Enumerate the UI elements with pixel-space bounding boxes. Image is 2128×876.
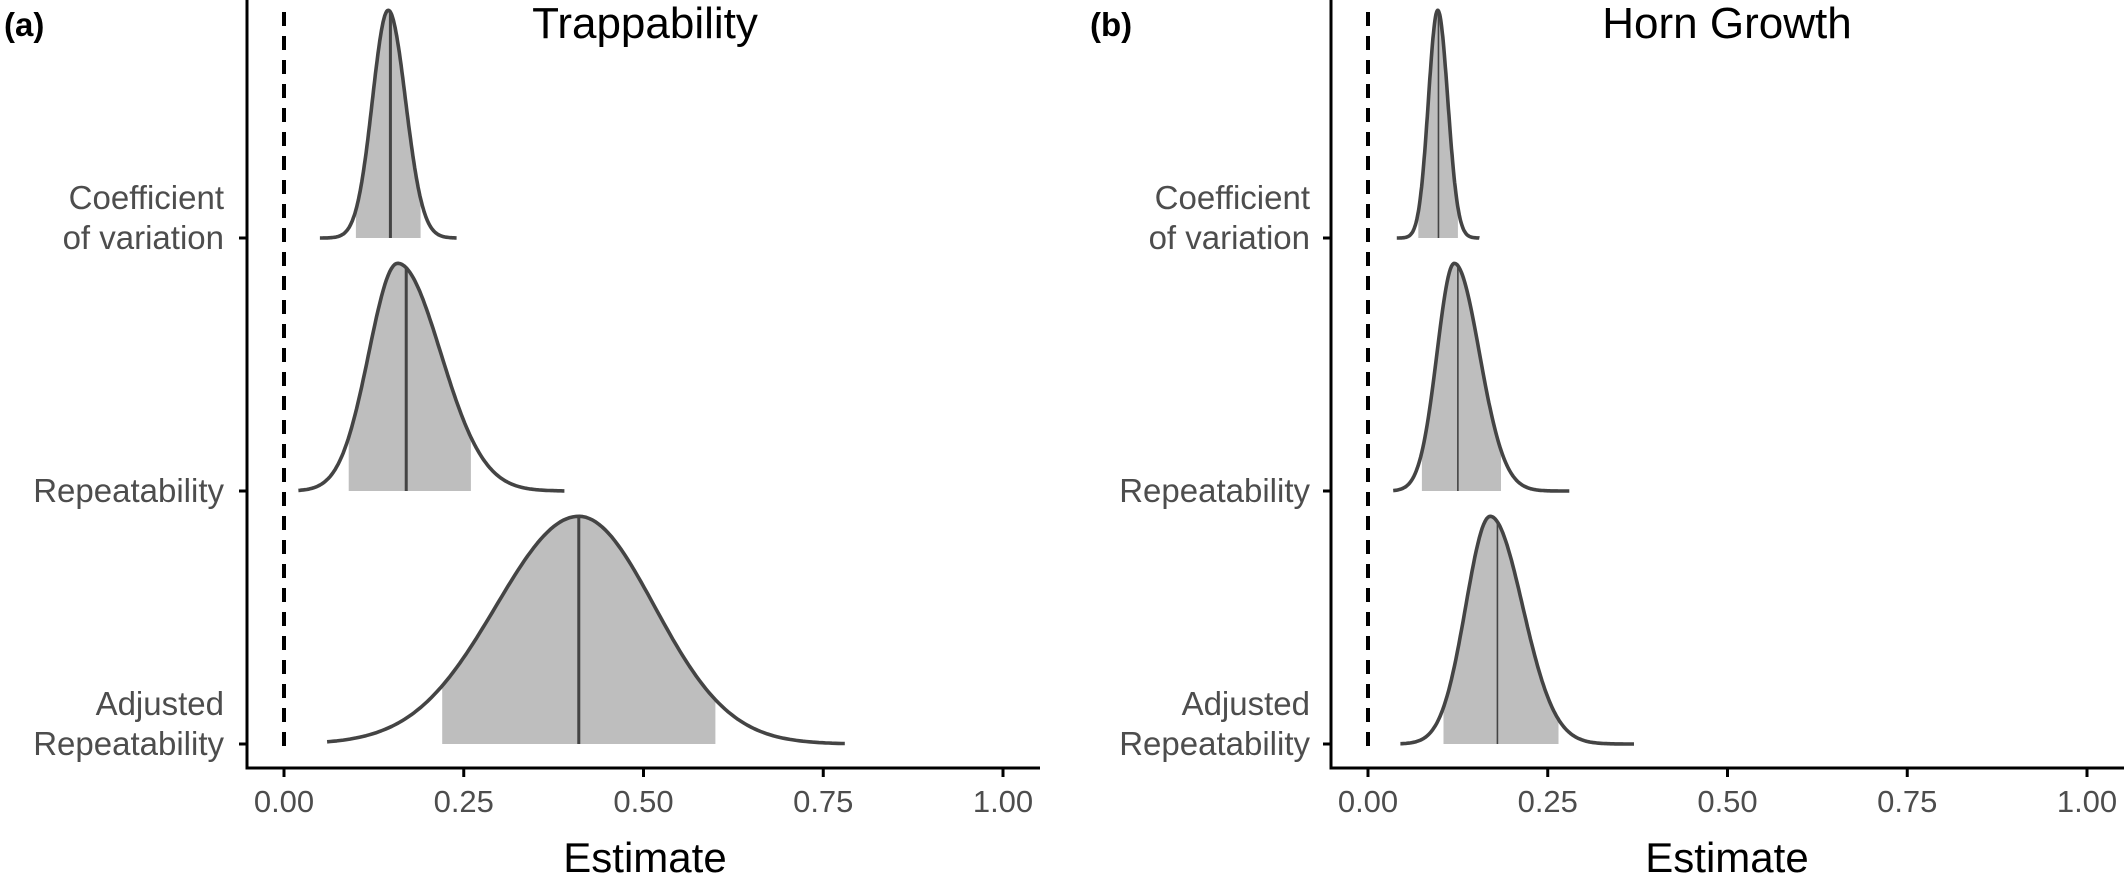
density-curve [326, 514, 845, 746]
x-axis-title: Estimate [563, 834, 726, 876]
density-ridge [1395, 8, 1481, 240]
panel-label: (a) [4, 6, 44, 43]
x-tick-label: 0.50 [1697, 784, 1757, 819]
x-tick-label: 1.00 [2057, 784, 2117, 819]
y-tick-label: Repeatability [33, 472, 224, 509]
density-ridge [1392, 261, 1570, 493]
x-tick-label: 0.25 [1518, 784, 1578, 819]
density-ridge [1400, 514, 1635, 746]
y-tick-label: of variation [1149, 219, 1310, 256]
y-tick-label: Coefficient [1155, 179, 1310, 216]
x-axis-title: Estimate [1645, 834, 1808, 876]
x-tick-label: 0.00 [254, 784, 314, 819]
y-tick-label: Repeatability [1119, 472, 1310, 509]
x-tick-label: 0.00 [1338, 784, 1398, 819]
credible-interval [348, 263, 471, 491]
x-tick-label: 0.75 [1877, 784, 1937, 819]
density-ridge [326, 514, 845, 746]
density-curve [1395, 8, 1481, 240]
y-tick-label: Adjusted [96, 685, 224, 722]
panel-label: (b) [1090, 6, 1132, 43]
x-tick-label: 1.00 [973, 784, 1033, 819]
density-curve [1392, 261, 1570, 493]
y-tick-label: Repeatability [1119, 725, 1310, 762]
y-tick-label: Coefficient [69, 179, 224, 216]
y-tick-label: of variation [63, 219, 224, 256]
density-curve [298, 261, 565, 493]
credible-interval [355, 10, 421, 238]
x-tick-label: 0.75 [793, 784, 853, 819]
panel-title: Horn Growth [1602, 0, 1851, 48]
x-tick-label: 0.25 [434, 784, 494, 819]
y-tick-label: Repeatability [33, 725, 224, 762]
y-tick-label: Adjusted [1182, 685, 1310, 722]
x-tick-label: 0.50 [613, 784, 673, 819]
density-ridge [298, 261, 565, 493]
density-ridge [319, 8, 458, 240]
density-curve [1400, 514, 1635, 746]
panel-title: Trappability [532, 0, 758, 48]
density-curve [319, 8, 458, 240]
